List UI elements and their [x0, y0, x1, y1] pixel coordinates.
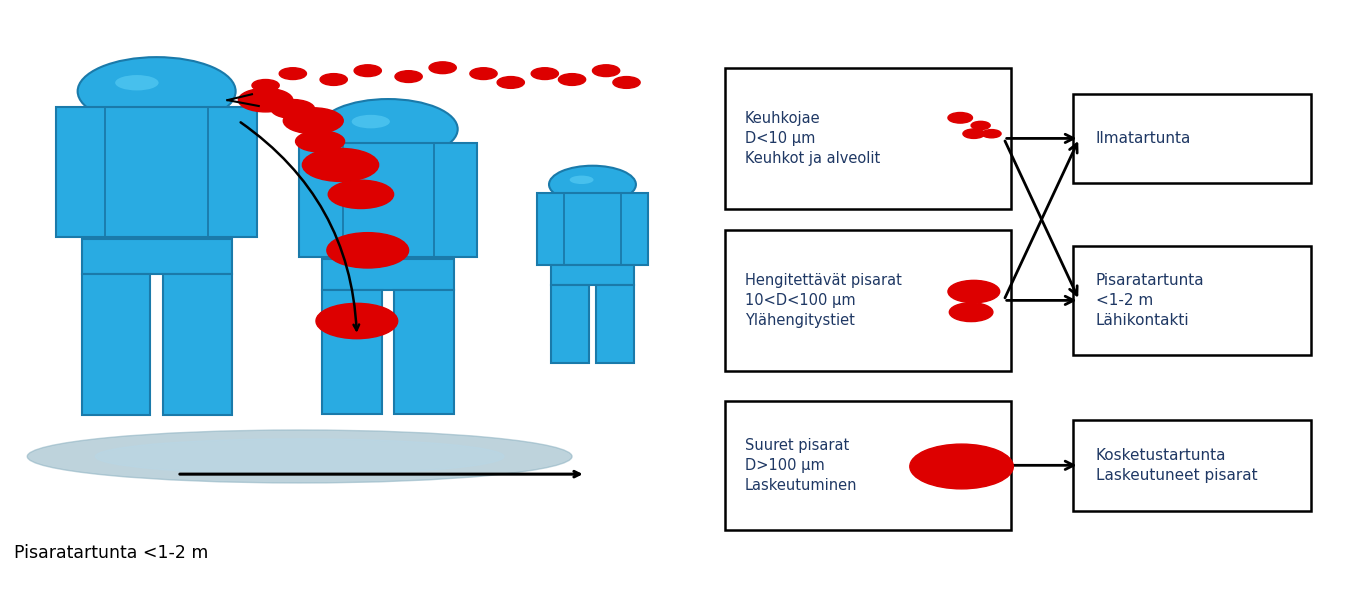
Ellipse shape — [351, 115, 390, 128]
FancyBboxPatch shape — [82, 274, 150, 415]
FancyBboxPatch shape — [1073, 94, 1310, 183]
Circle shape — [78, 57, 236, 125]
Circle shape — [279, 68, 306, 80]
Text: Pisaratartunta <1-2 m: Pisaratartunta <1-2 m — [14, 544, 208, 562]
Text: Kosketustartunta
Laskeutuneet pisarat: Kosketustartunta Laskeutuneet pisarat — [1095, 448, 1257, 483]
Circle shape — [283, 108, 343, 134]
Circle shape — [302, 148, 379, 181]
Text: Pisaratartunta
<1-2 m
Lähikontakti: Pisaratartunta <1-2 m Lähikontakti — [1095, 273, 1204, 327]
Circle shape — [549, 166, 636, 203]
Circle shape — [316, 303, 398, 339]
Circle shape — [982, 130, 1001, 138]
Circle shape — [497, 77, 524, 88]
Ellipse shape — [95, 439, 504, 474]
FancyBboxPatch shape — [725, 68, 1011, 209]
Circle shape — [319, 99, 458, 159]
Circle shape — [963, 129, 985, 138]
Circle shape — [558, 74, 586, 85]
FancyBboxPatch shape — [725, 230, 1011, 371]
Circle shape — [531, 68, 558, 80]
Circle shape — [238, 88, 293, 112]
FancyBboxPatch shape — [597, 285, 633, 363]
Circle shape — [252, 80, 279, 91]
Text: Keuhkojae
D<10 μm
Keuhkot ja alveolit: Keuhkojae D<10 μm Keuhkot ja alveolit — [745, 111, 880, 166]
Circle shape — [429, 62, 456, 74]
Circle shape — [354, 65, 381, 77]
Text: Ilmatartunta: Ilmatartunta — [1095, 131, 1192, 146]
FancyBboxPatch shape — [56, 107, 257, 237]
FancyBboxPatch shape — [552, 266, 633, 285]
Ellipse shape — [569, 176, 594, 184]
Circle shape — [948, 280, 1000, 303]
Ellipse shape — [116, 75, 158, 91]
Circle shape — [328, 180, 394, 209]
Circle shape — [470, 68, 497, 80]
Circle shape — [327, 233, 409, 268]
FancyBboxPatch shape — [537, 193, 648, 264]
Circle shape — [948, 112, 972, 123]
Circle shape — [613, 77, 640, 88]
FancyBboxPatch shape — [300, 143, 477, 257]
FancyBboxPatch shape — [1073, 420, 1310, 511]
Circle shape — [949, 303, 993, 322]
Circle shape — [296, 131, 345, 152]
Ellipse shape — [27, 430, 572, 483]
FancyBboxPatch shape — [82, 239, 232, 274]
FancyBboxPatch shape — [163, 274, 232, 415]
FancyBboxPatch shape — [323, 259, 454, 290]
Circle shape — [910, 444, 1013, 489]
Text: Hengitettävät pisarat
10<D<100 μm
Ylähengitystiet: Hengitettävät pisarat 10<D<100 μm Ylähen… — [745, 273, 902, 327]
Circle shape — [592, 65, 620, 77]
Circle shape — [971, 121, 990, 130]
FancyBboxPatch shape — [323, 290, 383, 414]
FancyBboxPatch shape — [1073, 246, 1310, 355]
Text: Suuret pisarat
D>100 μm
Laskeutuminen: Suuret pisarat D>100 μm Laskeutuminen — [745, 438, 858, 492]
Circle shape — [271, 100, 315, 118]
FancyBboxPatch shape — [552, 285, 588, 363]
Circle shape — [395, 71, 422, 82]
Circle shape — [320, 74, 347, 85]
FancyBboxPatch shape — [725, 401, 1011, 530]
FancyBboxPatch shape — [394, 290, 454, 414]
